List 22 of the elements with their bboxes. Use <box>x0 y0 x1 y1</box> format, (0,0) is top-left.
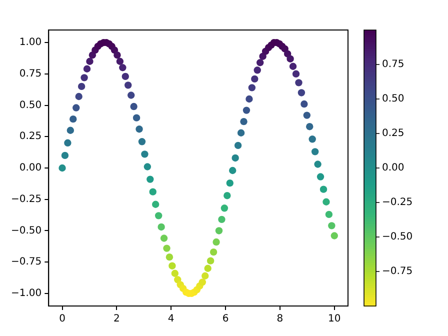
x-tick-label: 10 <box>328 314 341 325</box>
y-tick-label: −1.00 <box>10 288 42 300</box>
y-tick-label: 0.25 <box>19 131 42 142</box>
color-bar-label: 0.75 <box>382 59 404 70</box>
color-bar-label: −0.50 <box>382 232 413 243</box>
y-tick-label: 0.50 <box>19 100 42 111</box>
color-bar-label: 0.25 <box>382 128 404 140</box>
y-tick-label: −0.50 <box>10 225 42 236</box>
color-bar-label: 0.50 <box>382 94 404 105</box>
y-tick-label: 1.00 <box>19 37 42 48</box>
x-tick-label: 4 <box>168 314 174 325</box>
x-tick-label: 6 <box>222 314 229 325</box>
y-tick-label: −0.75 <box>10 256 42 268</box>
x-tick-label: 8 <box>276 314 284 325</box>
y-tick-label: −0.25 <box>10 194 42 205</box>
color-bar-label: −0.75 <box>382 266 413 278</box>
y-tick-label: 0.75 <box>19 68 42 80</box>
x-tick-label: 0 <box>59 314 66 325</box>
color-bar-label: 0.00 <box>382 162 404 174</box>
color-bar-label: −0.25 <box>382 197 413 208</box>
x-tick-label: 2 <box>113 314 120 325</box>
y-tick-label: 0.00 <box>19 162 42 174</box>
